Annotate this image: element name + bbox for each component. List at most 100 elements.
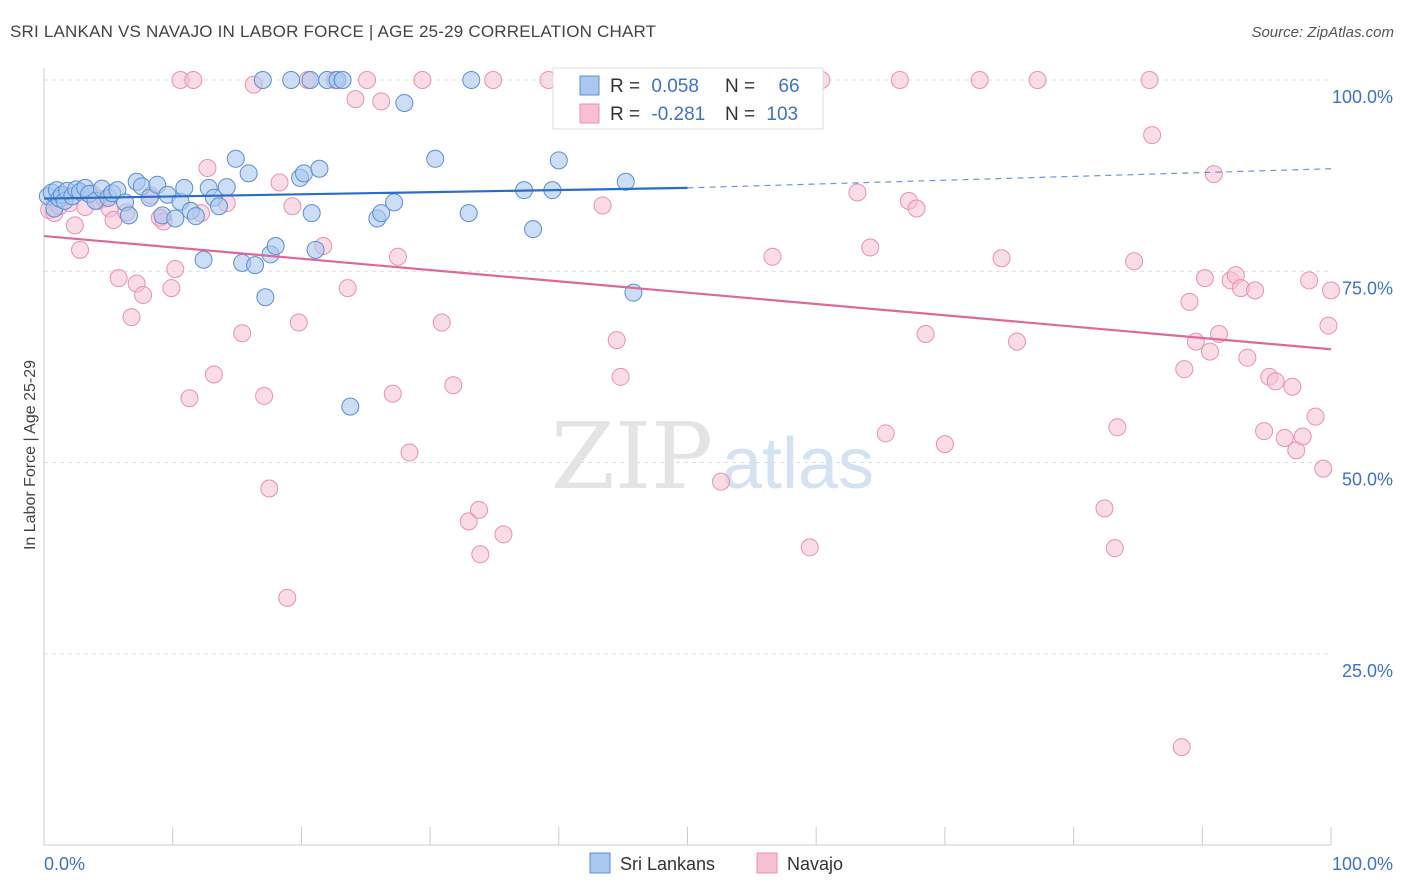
sri-lankan-point xyxy=(166,209,185,228)
navajo-point xyxy=(134,285,153,304)
navajo-point xyxy=(198,158,217,177)
navajo-point xyxy=(109,269,128,288)
navajo-point xyxy=(283,197,302,216)
navajo-point xyxy=(358,71,377,89)
y-tick-label: 75.0% xyxy=(1342,278,1393,298)
navajo-point xyxy=(611,367,630,386)
navajo-point xyxy=(935,435,954,454)
navajo-point xyxy=(383,384,402,403)
sri-lankan-point xyxy=(253,71,272,89)
navajo-point xyxy=(876,424,895,443)
navajo-point xyxy=(1322,281,1340,300)
legend-swatch-sri-lankans xyxy=(579,75,600,96)
y-tick-label: 25.0% xyxy=(1342,661,1393,681)
navajo-point xyxy=(270,173,289,192)
navajo-point xyxy=(346,90,365,109)
navajo-point xyxy=(1293,427,1312,446)
navajo-point xyxy=(388,247,407,266)
sri-lankan-point xyxy=(210,197,229,216)
legend-swatch-navajo xyxy=(579,103,600,124)
navajo-point xyxy=(890,71,909,89)
legend-n-label-2: N = xyxy=(725,104,760,125)
sri-lankan-point xyxy=(306,240,325,259)
sri-lankan-point xyxy=(301,71,320,89)
x-tick-label: 0.0% xyxy=(44,854,85,874)
legend-r-value-1: 0.058 xyxy=(651,76,699,97)
navajo-point xyxy=(260,479,279,498)
sri-lankan-point xyxy=(462,71,481,89)
navajo-point xyxy=(184,71,203,89)
navajo-point xyxy=(1275,429,1294,448)
navajo-point xyxy=(338,279,357,298)
navajo-point xyxy=(848,183,867,202)
legend-n-label-1: N = xyxy=(725,76,760,97)
navajo-point xyxy=(800,538,819,557)
bottom-legend-swatch-navajo xyxy=(756,852,778,874)
sri-lankan-point xyxy=(549,151,568,170)
legend-n-value-1: 66 xyxy=(778,76,799,97)
navajo-point xyxy=(861,238,880,257)
source-label: Source: ZipAtlas.com xyxy=(1251,24,1394,41)
navajo-point xyxy=(970,71,989,89)
navajo-point xyxy=(65,216,84,235)
watermark-atlas: atlas xyxy=(722,424,874,504)
sri-lankan-point xyxy=(194,250,213,269)
navajo-point xyxy=(180,389,199,408)
sri-lankan-point xyxy=(119,206,138,225)
sri-lankan-point xyxy=(217,178,236,197)
navajo-point xyxy=(607,331,626,350)
navajo-point xyxy=(1007,332,1026,351)
navajo-point xyxy=(470,500,489,519)
navajo-point xyxy=(484,71,503,89)
navajo-point xyxy=(1314,459,1333,478)
navajo-point xyxy=(1172,738,1191,757)
navajo-point xyxy=(593,196,612,215)
sri-lankan-point xyxy=(175,178,194,197)
navajo-point xyxy=(494,525,513,544)
watermark-zip: ZIP xyxy=(551,403,713,510)
svg-text:N = 103: N = 103 xyxy=(725,104,798,125)
legend-r-label-1: R = xyxy=(610,76,645,97)
navajo-point xyxy=(992,249,1011,268)
navajo-point xyxy=(1306,407,1325,426)
navajo-point xyxy=(372,92,391,111)
navajo-point xyxy=(255,386,274,405)
navajo-point xyxy=(1175,360,1194,379)
navajo-point xyxy=(1108,418,1127,437)
navajo-point xyxy=(1319,316,1338,335)
navajo-point xyxy=(278,588,297,607)
navajo-point xyxy=(1105,539,1124,558)
sri-lankan-point xyxy=(426,149,445,168)
navajo-point xyxy=(1180,292,1199,311)
navajo-trend-line xyxy=(43,234,1332,351)
navajo-point xyxy=(1028,71,1047,89)
sri-lankan-point xyxy=(395,93,414,112)
navajo-point xyxy=(471,545,490,564)
navajo-point xyxy=(1143,126,1162,145)
navajo-point xyxy=(166,259,185,278)
navajo-point xyxy=(916,324,935,343)
navajo-point xyxy=(1095,499,1114,518)
navajo-point xyxy=(1266,372,1285,391)
navajo-point xyxy=(122,308,141,327)
sri-lankan-trend-extension xyxy=(687,168,1332,189)
sri-lankan-point xyxy=(266,237,285,256)
sri-lankan-point xyxy=(239,164,258,183)
legend-r-label-2: R = xyxy=(610,104,645,125)
svg-text:N = 66: N = 66 xyxy=(725,76,800,97)
legend-box: R = 0.058 N = 66 R = -0.281 N = 103 xyxy=(552,67,824,130)
svg-text:R = -0.281: R = -0.281 xyxy=(610,104,705,125)
navajo-point xyxy=(1195,269,1214,288)
tick-labels: 100.0% 75.0% 50.0% 25.0% 0.0% 100.0% xyxy=(44,87,1393,874)
navajo-point xyxy=(1125,252,1144,271)
sri-lankan-point xyxy=(333,71,352,89)
sri-lankan-point xyxy=(186,207,205,226)
sri-lankan-point xyxy=(282,71,301,89)
navajo-point xyxy=(71,240,90,259)
navajo-point xyxy=(1246,281,1265,300)
sri-lankan-point xyxy=(246,256,265,275)
bottom-legend: Sri Lankans Navajo xyxy=(589,852,843,874)
navajo-point xyxy=(289,313,308,332)
navajo-point xyxy=(162,279,181,298)
